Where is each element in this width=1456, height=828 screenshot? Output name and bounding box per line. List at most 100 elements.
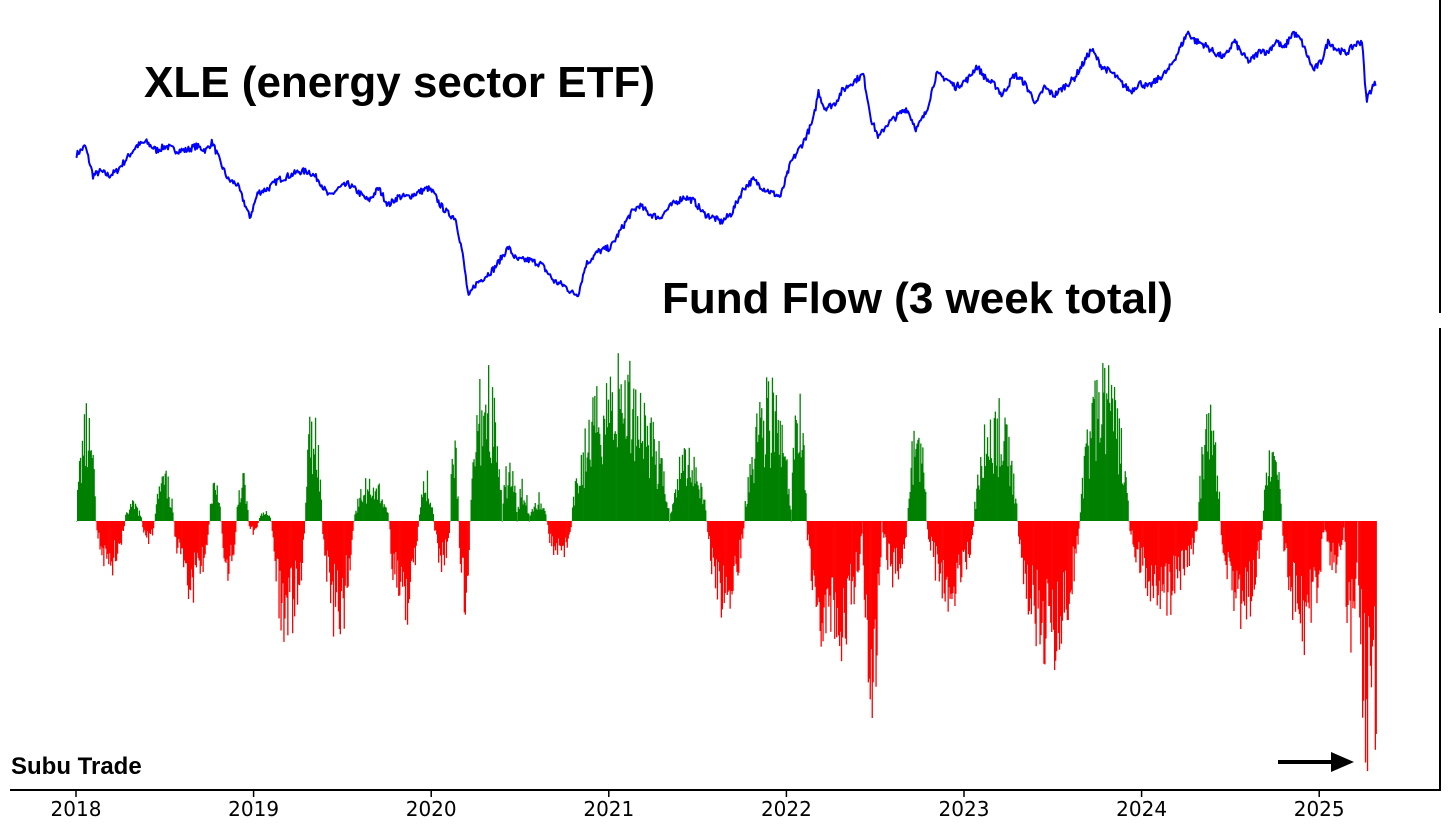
flow-bar	[944, 521, 946, 602]
flow-bar	[419, 514, 421, 521]
flow-bar	[360, 489, 362, 521]
flow-bar	[1314, 521, 1316, 571]
flow-bar	[943, 521, 945, 594]
flow-bar	[441, 521, 444, 543]
flow-bar	[469, 521, 471, 522]
flow-bar	[233, 521, 235, 555]
flow-segment	[1357, 521, 1377, 772]
flow-bar	[1362, 521, 1364, 718]
flow-bar	[809, 521, 812, 549]
flow-bar	[890, 521, 892, 567]
flow-bar	[1094, 380, 1096, 521]
flow-bar	[91, 458, 93, 521]
flow-bar	[293, 521, 295, 600]
flow-bar	[785, 460, 787, 521]
flow-bar	[471, 478, 473, 521]
flow-bar	[162, 476, 164, 521]
flow-bar	[167, 476, 169, 521]
flow-bar	[335, 521, 338, 593]
flow-bar	[92, 454, 94, 521]
flow-bar	[1126, 492, 1128, 521]
flow-bar	[1286, 521, 1288, 548]
flow-bar	[1101, 424, 1103, 521]
flow-bar	[258, 521, 260, 522]
flow-segment	[433, 521, 450, 572]
flow-bar	[885, 521, 887, 538]
flow-bar	[530, 512, 532, 521]
flow-bar	[562, 521, 564, 546]
flow-bar	[954, 521, 956, 606]
flow-bar	[913, 430, 915, 521]
flow-bar	[699, 498, 701, 521]
flow-bar	[1320, 521, 1322, 572]
flow-bar	[826, 521, 828, 590]
flow-bar	[1267, 476, 1270, 521]
flow-bar	[912, 484, 914, 521]
flow-bar	[708, 521, 710, 540]
flow-bar	[1257, 521, 1259, 542]
flow-bar	[653, 439, 655, 521]
flow-bar	[1019, 521, 1021, 545]
flow-bar	[264, 514, 267, 521]
flow-bar	[499, 489, 501, 521]
flow-bar	[1325, 521, 1327, 532]
flow-segment	[790, 393, 807, 522]
flow-bar	[240, 498, 242, 521]
flow-bar	[1222, 521, 1224, 553]
flow-bar	[316, 477, 319, 521]
flow-bar	[392, 521, 394, 580]
flow-bar	[414, 521, 416, 566]
flow-bar	[417, 521, 419, 527]
flow-bar	[853, 521, 855, 605]
flow-bar	[370, 497, 373, 521]
flow-bar	[500, 490, 502, 521]
flow-bar	[1162, 521, 1164, 585]
flow-bar	[1121, 483, 1123, 521]
flow-bar	[85, 403, 87, 521]
flow-bar	[1044, 521, 1046, 665]
flow-bar	[996, 418, 998, 521]
flow-bar	[1340, 521, 1342, 551]
flow-bar	[411, 521, 413, 559]
flow-bar	[82, 455, 85, 521]
flow-bar	[1225, 521, 1227, 565]
flow-bar	[536, 509, 538, 521]
flow-bar	[696, 481, 698, 521]
flow-bar	[490, 463, 493, 521]
flow-bar	[813, 521, 815, 576]
flow-bar	[368, 478, 371, 521]
flow-bar	[463, 521, 465, 613]
flow-bar	[664, 494, 666, 521]
flow-bar	[119, 521, 122, 543]
flow-bar	[840, 521, 843, 662]
flow-bar	[957, 521, 959, 569]
flow-bar	[1171, 521, 1173, 596]
x-tick-label: 2023	[939, 797, 990, 821]
flow-bar	[767, 381, 770, 521]
flow-bar	[501, 521, 503, 522]
flow-bar	[204, 521, 206, 555]
flow-segment	[457, 521, 470, 615]
flow-bar	[262, 512, 265, 521]
flow-bar	[473, 459, 475, 521]
flow-segment	[528, 492, 547, 522]
flow-bar	[872, 521, 874, 683]
flow-bar	[1054, 521, 1056, 670]
flow-bar	[564, 521, 566, 538]
flow-bar	[545, 514, 547, 521]
flow-bar	[399, 521, 401, 596]
flow-bar	[535, 508, 537, 521]
flow-bar	[472, 462, 474, 521]
flow-bar	[1169, 521, 1171, 572]
flow-bar	[729, 521, 731, 609]
flow-bar	[734, 521, 736, 556]
flow-bar	[1355, 521, 1357, 579]
flow-bar	[893, 521, 896, 549]
flow-bar	[977, 474, 979, 521]
flow-bar	[574, 481, 577, 521]
flow-bar	[1016, 503, 1018, 521]
flow-bar	[276, 521, 278, 559]
flow-bar	[1271, 452, 1273, 521]
flow-bar	[1106, 393, 1108, 521]
